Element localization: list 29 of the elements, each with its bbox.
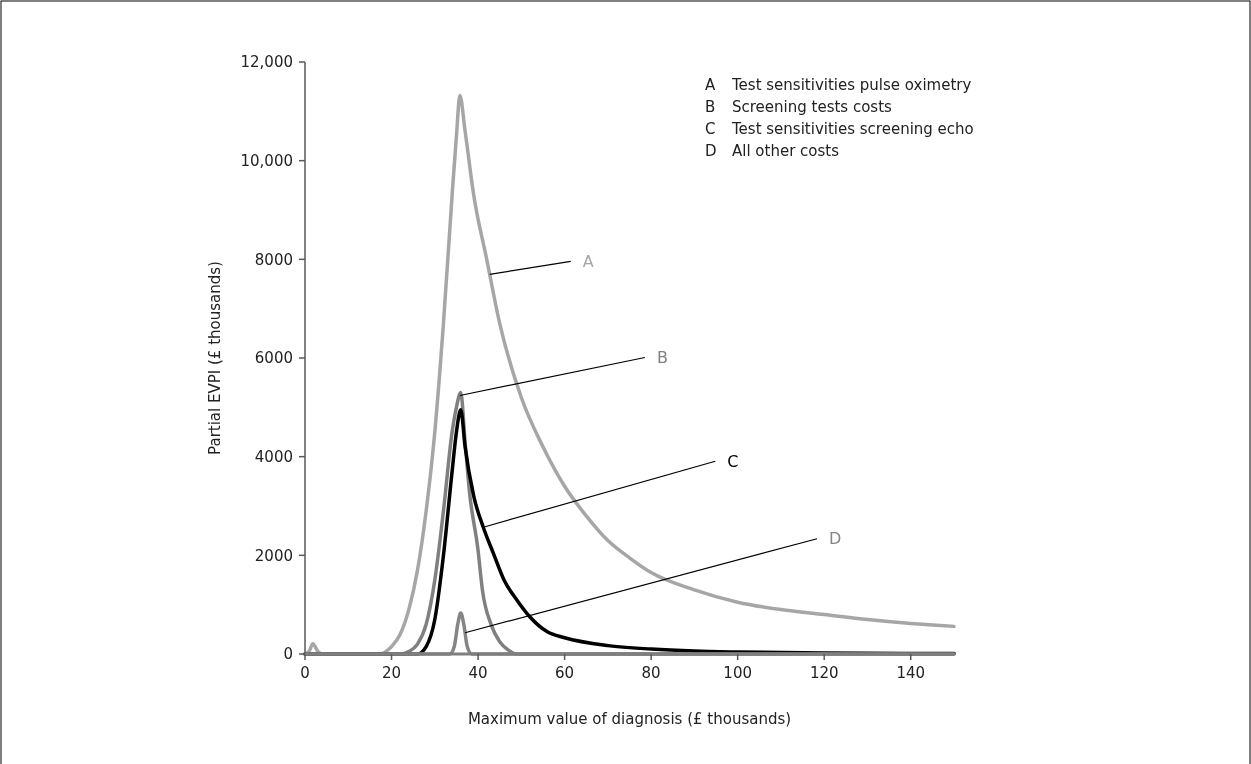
text: C — [705, 120, 716, 138]
x-tick-label: 120 — [809, 664, 839, 682]
text: A — [705, 76, 716, 94]
x-tick-label: 0 — [300, 664, 310, 682]
y-axis-title: Partial EVPI (£ thousands) — [206, 261, 224, 455]
annotation: All other costs — [732, 142, 840, 160]
x-tick-label: 20 — [381, 664, 402, 682]
y-tick-label: 10,000 — [240, 151, 293, 170]
annotation: Screening tests costs — [732, 98, 893, 116]
y-tick-label: 2000 — [254, 546, 293, 565]
x-tick-label: 40 — [468, 664, 488, 682]
x-tick-label: 80 — [641, 664, 661, 682]
x-axis-title: Maximum value of diagnosis (£ thousands) — [467, 710, 792, 728]
y-tick-label: 6000 — [254, 349, 293, 368]
x-tick-label: 140 — [896, 664, 926, 682]
annotation: Test sensitivities screening echo — [731, 120, 974, 138]
text: D — [829, 529, 842, 549]
text: B — [656, 348, 668, 368]
x-tick-label: 60 — [555, 664, 575, 682]
text: C — [727, 451, 739, 471]
annotation: Test sensitivities pulse oximetry — [731, 76, 972, 94]
y-tick-label: 0 — [283, 645, 293, 664]
text: A — [582, 251, 594, 271]
text: D — [705, 142, 717, 160]
y-tick-label: 4000 — [254, 447, 293, 466]
y-tick-label: 8000 — [254, 250, 293, 269]
x-tick-label: 100 — [723, 664, 752, 682]
text: B — [705, 98, 716, 116]
y-tick-label: 12,000 — [240, 53, 293, 72]
